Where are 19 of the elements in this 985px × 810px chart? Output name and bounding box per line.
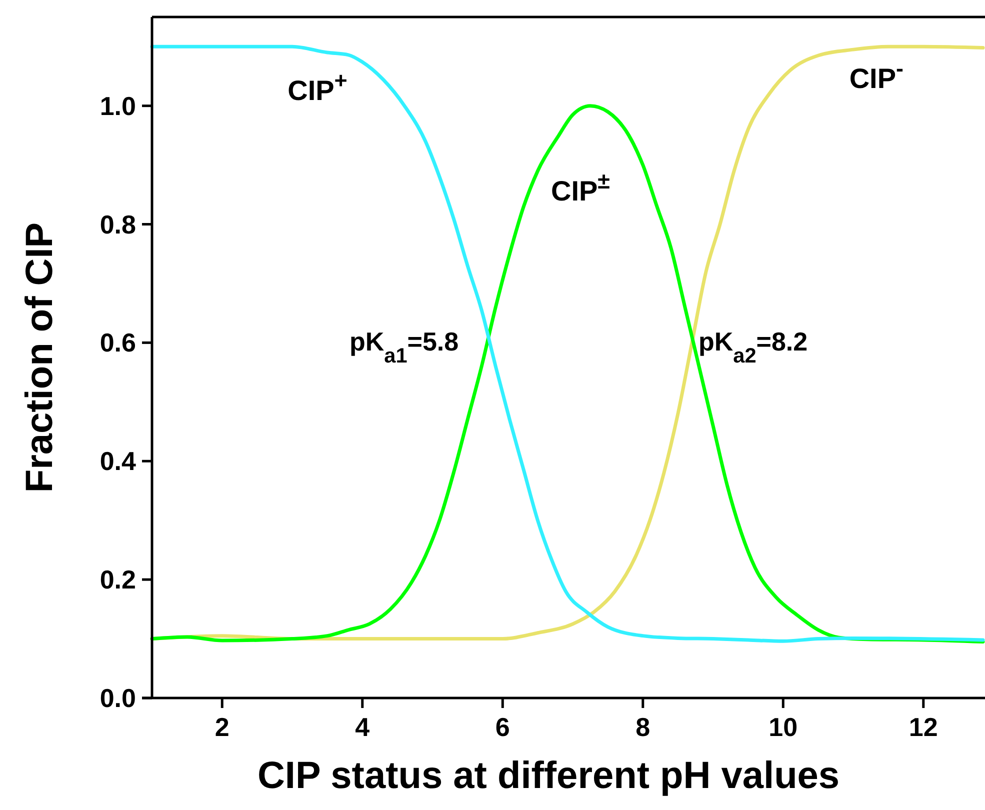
x-tick-label: 8 xyxy=(636,712,650,742)
x-tick-label: 4 xyxy=(355,712,370,742)
series-label: CIP$^{+}$ xyxy=(288,67,348,106)
annotation: pK$_{a1}$=5.8 xyxy=(349,326,459,368)
x-tick-label: 12 xyxy=(908,712,938,742)
y-tick-label: 0.4 xyxy=(100,446,137,476)
series-label: CIP$^{±}$ xyxy=(550,168,610,207)
x-tick-label: 6 xyxy=(495,712,510,742)
y-tick-label: 1.0 xyxy=(100,90,136,121)
y-tick-label: 0.6 xyxy=(100,328,136,358)
series-label: CIP$^{-}$ xyxy=(849,56,904,94)
x-axis-title: CIP status at different pH values xyxy=(257,755,840,797)
x-tick-label: 10 xyxy=(768,712,798,742)
y-axis-title: Fraction of CIP xyxy=(19,222,61,493)
y-tick-label: 0.0 xyxy=(100,683,136,713)
annotation: pK$_{a2}$=8.2 xyxy=(698,326,808,368)
y-tick-label: 0.8 xyxy=(100,209,136,240)
x-tick-label: 2 xyxy=(214,712,230,742)
y-tick-label: 0.2 xyxy=(100,564,136,595)
